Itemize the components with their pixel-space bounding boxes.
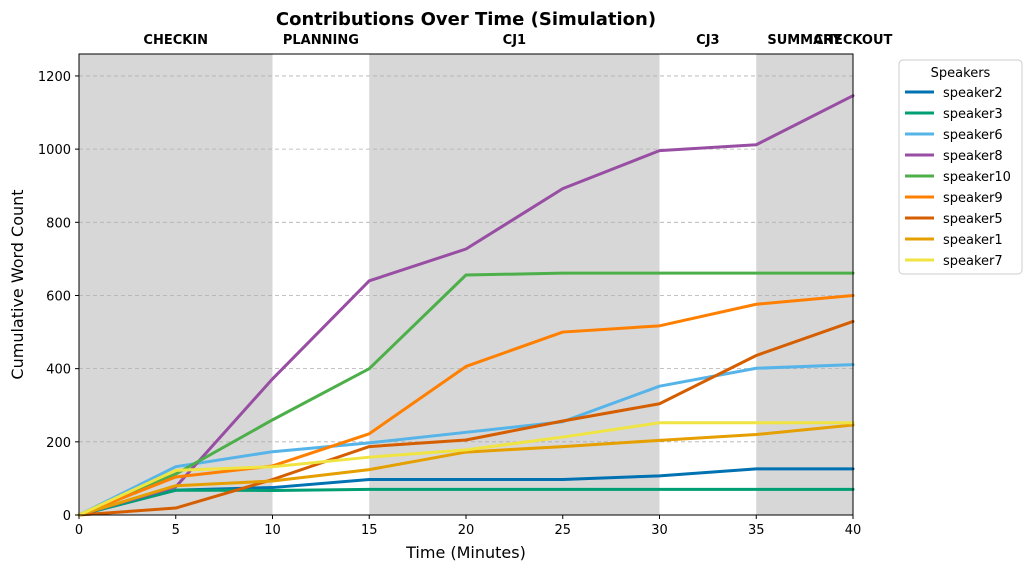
series-line-speaker8 [77,94,855,517]
grid-lines [79,75,853,516]
legend-label-speaker1: speaker1 [943,233,1003,248]
phase-label: CHECKOUT [814,33,893,48]
series-line-speaker9 [77,293,855,517]
x-axis-label: Time (Minutes) [405,543,526,562]
legend-label-speaker8: speaker8 [943,149,1003,164]
chart-title: Contributions Over Time (Simulation) [276,9,656,30]
y-axis-label: Cumulative Word Count [8,189,27,379]
legend-label-speaker6: speaker6 [943,128,1003,143]
y-tick-label: 0 [63,509,71,524]
x-tick-label: 25 [554,523,571,538]
y-axis-ticks: 0 200 400 600 800 1000 1200 [38,70,79,524]
series-line-speaker6 [77,363,855,517]
y-tick-label: 1000 [38,143,71,158]
legend-label-speaker7: speaker7 [943,254,1003,269]
phase-band [756,54,853,515]
x-axis-ticks: 0 5 10 15 20 25 30 35 40 [75,515,861,538]
phase-label: SUMMARY [767,33,842,48]
series-line-speaker3 [77,487,855,517]
legend-title: Speakers [931,66,991,81]
legend-label-speaker10: speaker10 [943,170,1011,185]
y-tick-label: 400 [46,363,71,378]
series-line-speaker5 [77,319,855,517]
x-tick-label: 40 [845,523,862,538]
x-tick-label: 35 [748,523,765,538]
legend: Speakers speaker2 speaker3 speaker6 speaker8… [898,59,1023,275]
legend-label-speaker9: speaker9 [943,191,1003,206]
series-line-speaker7 [77,421,855,517]
legend-label-speaker5: speaker5 [943,212,1003,227]
y-tick-label: 1200 [38,70,71,85]
x-tick-label: 30 [651,523,668,538]
y-tick-label: 200 [46,436,71,451]
phase-band [79,54,273,515]
phase-label: CJ3 [696,33,719,48]
x-tick-label: 5 [172,523,180,538]
y-tick-label: 600 [46,289,71,304]
x-tick-label: 0 [75,523,83,538]
x-tick-label: 15 [361,523,378,538]
x-tick-label: 10 [264,523,281,538]
x-tick-label: 20 [458,523,475,538]
legend-label-speaker2: speaker2 [943,86,1003,101]
phase-band [369,54,660,515]
series-line-speaker1 [77,423,855,517]
phase-label: CJ1 [503,33,526,48]
legend-label-speaker3: speaker3 [943,107,1003,122]
series-line-speaker10 [77,271,855,517]
phase-label: CHECKIN [143,33,208,48]
phase-label: PLANNING [283,33,359,48]
series-lines [77,94,855,517]
y-tick-label: 800 [46,216,71,231]
